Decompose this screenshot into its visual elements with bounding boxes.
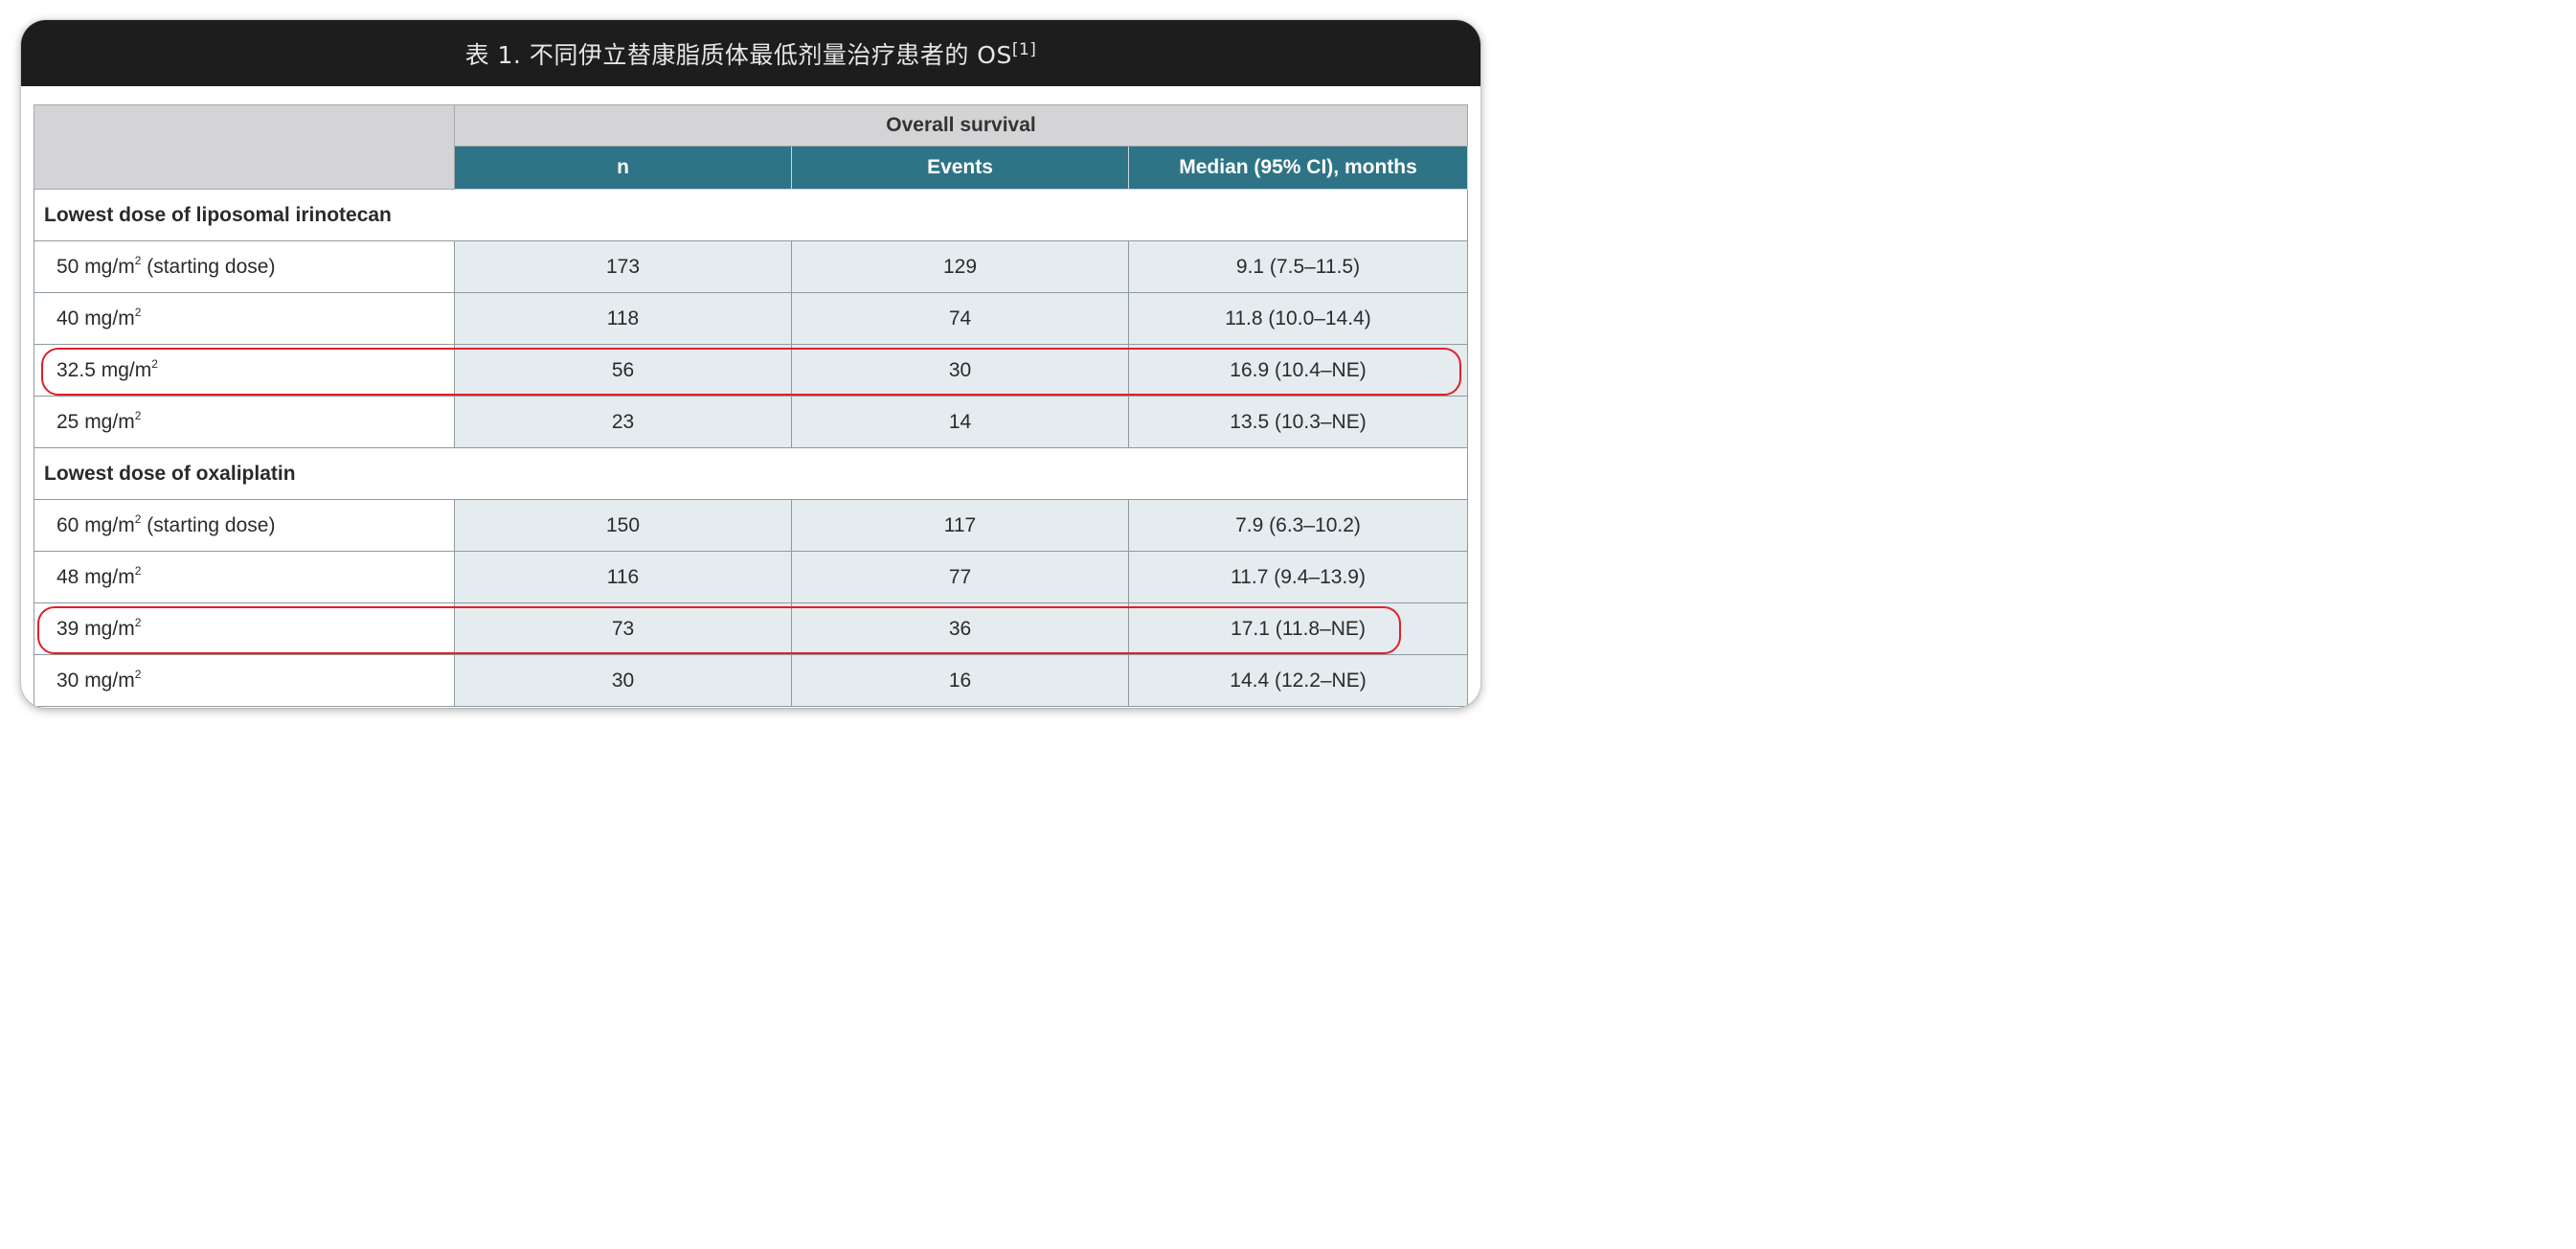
- section-heading: Lowest dose of oxaliplatin: [33, 447, 1469, 500]
- n-cell: 23: [454, 396, 792, 448]
- n-cell: 118: [454, 292, 792, 345]
- table-row: 50 mg/m2 (starting dose) 173 129 9.1 (7.5–1…: [34, 240, 1469, 293]
- events-cell: 74: [791, 292, 1129, 345]
- median-cell: 7.9 (6.3–10.2): [1127, 499, 1469, 552]
- median-cell: 11.8 (10.0–14.4): [1127, 292, 1469, 345]
- dose-unit-superscript: 2: [134, 512, 142, 526]
- events-cell: 77: [791, 551, 1129, 603]
- dose-unit-superscript: 2: [134, 616, 142, 629]
- events-cell: 36: [791, 602, 1129, 655]
- n-cell: 30: [454, 654, 792, 707]
- dose-cell: 39 mg/m2: [34, 602, 455, 655]
- n-cell: 173: [454, 240, 792, 293]
- header-events: Events: [791, 146, 1129, 190]
- dose-cell: 32.5 mg/m2: [34, 344, 455, 397]
- caption-reference[interactable]: [1]: [1011, 39, 1037, 59]
- table-row: 32.5 mg/m2 56 30 16.9 (10.4–NE): [34, 344, 1469, 397]
- dose-cell: 50 mg/m2 (starting dose): [34, 240, 455, 293]
- dose-value: 39 mg/m: [56, 618, 135, 640]
- n-cell: 116: [454, 551, 792, 603]
- dose-cell: 40 mg/m2: [34, 292, 455, 345]
- events-cell: 117: [791, 499, 1129, 552]
- table-row: 48 mg/m2 116 77 11.7 (9.4–13.9): [34, 551, 1469, 603]
- dose-note: (starting dose): [141, 514, 276, 536]
- section-heading: Lowest dose of liposomal irinotecan: [33, 189, 1469, 241]
- table-card: 表 1. 不同伊立替康脂质体最低剂量治疗患者的 OS [1] Overall su…: [21, 20, 1480, 708]
- caption-text: 表 1. 不同伊立替康脂质体最低剂量治疗患者的 OS: [464, 40, 1012, 69]
- dose-unit-superscript: 2: [134, 254, 142, 267]
- dose-unit-superscript: 2: [134, 306, 142, 319]
- table-row: 25 mg/m2 23 14 13.5 (10.3–NE): [34, 396, 1469, 448]
- table-container: Overall survival n Events Median (95% CI…: [33, 104, 1469, 708]
- events-cell: 16: [791, 654, 1129, 707]
- table-row: 40 mg/m2 118 74 11.8 (10.0–14.4): [34, 292, 1469, 345]
- median-cell: 9.1 (7.5–11.5): [1127, 240, 1469, 293]
- dose-value: 25 mg/m: [56, 411, 135, 433]
- n-cell: 56: [454, 344, 792, 397]
- dose-cell: 30 mg/m2: [34, 654, 455, 707]
- section-row: Lowest dose of oxaliplatin: [33, 447, 1469, 500]
- median-cell: 17.1 (11.8–NE): [1127, 602, 1469, 655]
- os-table: Overall survival n Events Median (95% CI…: [33, 104, 1469, 707]
- events-cell: 14: [791, 396, 1129, 448]
- median-cell: 13.5 (10.3–NE): [1127, 396, 1469, 448]
- dose-unit-superscript: 2: [134, 668, 142, 681]
- dose-value: 40 mg/m: [56, 307, 135, 329]
- header-median: Median (95% CI), months: [1127, 146, 1469, 190]
- median-cell: 11.7 (9.4–13.9): [1127, 551, 1469, 603]
- dose-cell: 25 mg/m2: [34, 396, 455, 448]
- table-caption: 表 1. 不同伊立替康脂质体最低剂量治疗患者的 OS [1]: [21, 20, 1480, 86]
- table-body: Lowest dose of liposomal irinotecan 50 mg…: [33, 189, 1469, 707]
- dose-cell: 60 mg/m2 (starting dose): [34, 499, 455, 552]
- dose-value: 48 mg/m: [56, 566, 135, 588]
- median-cell: 14.4 (12.2–NE): [1127, 654, 1469, 707]
- dose-note: (starting dose): [141, 256, 276, 278]
- dose-value: 30 mg/m: [56, 670, 135, 692]
- dose-unit-superscript: 2: [134, 564, 142, 578]
- events-cell: 30: [791, 344, 1129, 397]
- header-blank-cell: [34, 104, 455, 190]
- dose-cell: 48 mg/m2: [34, 551, 455, 603]
- header-overall-survival: Overall survival: [453, 104, 1469, 147]
- dose-value: 60 mg/m: [56, 514, 135, 536]
- table-row: 30 mg/m2 30 16 14.4 (12.2–NE): [34, 654, 1469, 707]
- table-row: 60 mg/m2 (starting dose) 150 117 7.9 (6.3–1…: [34, 499, 1469, 552]
- section-row: Lowest dose of liposomal irinotecan: [33, 189, 1469, 241]
- median-cell: 16.9 (10.4–NE): [1127, 344, 1469, 397]
- dose-value: 32.5 mg/m: [56, 359, 152, 381]
- dose-unit-superscript: 2: [151, 357, 158, 371]
- n-cell: 150: [454, 499, 792, 552]
- header-n: n: [454, 146, 792, 190]
- events-cell: 129: [791, 240, 1129, 293]
- n-cell: 73: [454, 602, 792, 655]
- dose-unit-superscript: 2: [134, 409, 142, 422]
- table-row: 39 mg/m2 73 36 17.1 (11.8–NE): [34, 602, 1469, 655]
- dose-value: 50 mg/m: [56, 256, 135, 278]
